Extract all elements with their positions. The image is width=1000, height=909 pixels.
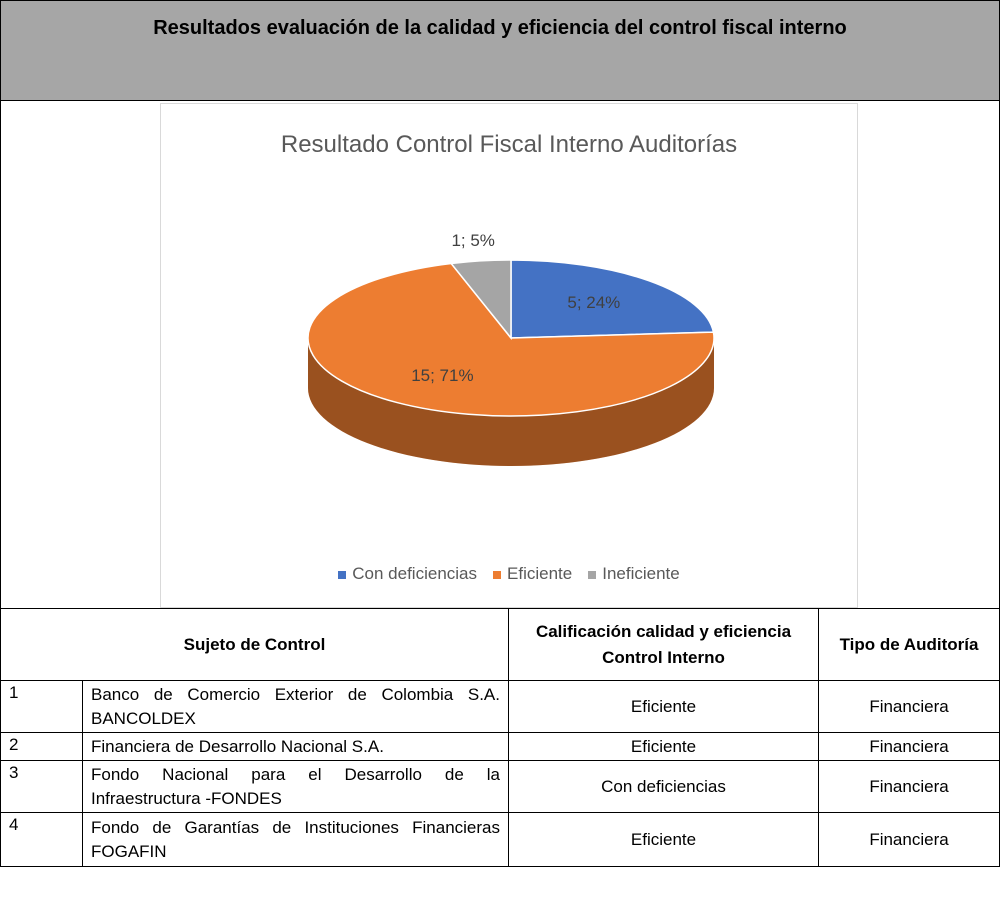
legend-label: Con deficiencias bbox=[352, 564, 478, 583]
table-cell: Con deficiencias bbox=[508, 760, 819, 813]
table-cell: Financiera bbox=[818, 812, 1000, 867]
legend-item: Ineficiente bbox=[588, 564, 680, 584]
slice bbox=[510, 259, 715, 339]
table-cell: Eficiente bbox=[508, 812, 819, 867]
slice bbox=[449, 259, 512, 341]
legend-swatch bbox=[493, 570, 502, 579]
header-title: Resultados evaluación de la calidad y ef… bbox=[0, 0, 1000, 101]
table-cell: Financiera bbox=[818, 680, 1000, 733]
slice-side bbox=[308, 338, 714, 466]
table-cell: Fondo Nacional para el Desarrollo de la … bbox=[82, 760, 509, 813]
slice bbox=[307, 262, 715, 417]
table-header-cell: Calificación calidad y eficiencia Contro… bbox=[508, 608, 819, 681]
legend-item: Eficiente bbox=[493, 564, 572, 584]
table-cell: Fondo de Garantías de Instituciones Fina… bbox=[82, 812, 509, 867]
table-cell: Eficiente bbox=[508, 732, 819, 761]
chart: Resultado Control Fiscal Interno Auditor… bbox=[160, 103, 858, 608]
legend-item: Con deficiencias bbox=[338, 564, 477, 584]
legend-label: Ineficiente bbox=[602, 564, 680, 583]
legend: Con deficiencias Eficiente Ineficiente bbox=[161, 564, 857, 584]
table-cell: 2 bbox=[0, 732, 83, 761]
pie-area: 5; 24% 15; 71% 1; 5% bbox=[307, 231, 715, 466]
table-header-cell: Sujeto de Control bbox=[0, 608, 509, 681]
data-label: 1; 5% bbox=[451, 231, 494, 250]
table-cell: 4 bbox=[0, 812, 83, 867]
table-cell: Banco de Comercio Exterior de Colombia S… bbox=[82, 680, 509, 733]
table-cell: 3 bbox=[0, 760, 83, 813]
legend-label: Eficiente bbox=[507, 564, 573, 583]
table-cell: 1 bbox=[0, 680, 83, 733]
slice-side-shade bbox=[308, 338, 714, 466]
table-cell: Financiera bbox=[818, 760, 1000, 813]
table-header-cell: Tipo de Auditoría bbox=[818, 608, 1000, 681]
chart-title: Resultado Control Fiscal Interno Auditor… bbox=[280, 131, 738, 158]
legend-swatch bbox=[338, 570, 347, 579]
legend-swatch bbox=[588, 570, 597, 579]
data-label: 15; 71% bbox=[411, 366, 473, 385]
table-cell: Eficiente bbox=[508, 680, 819, 733]
table-cell: Financiera de Desarrollo Nacional S.A. bbox=[82, 732, 509, 761]
data-label: 5; 24% bbox=[567, 293, 620, 312]
table-cell: Financiera bbox=[818, 732, 1000, 761]
